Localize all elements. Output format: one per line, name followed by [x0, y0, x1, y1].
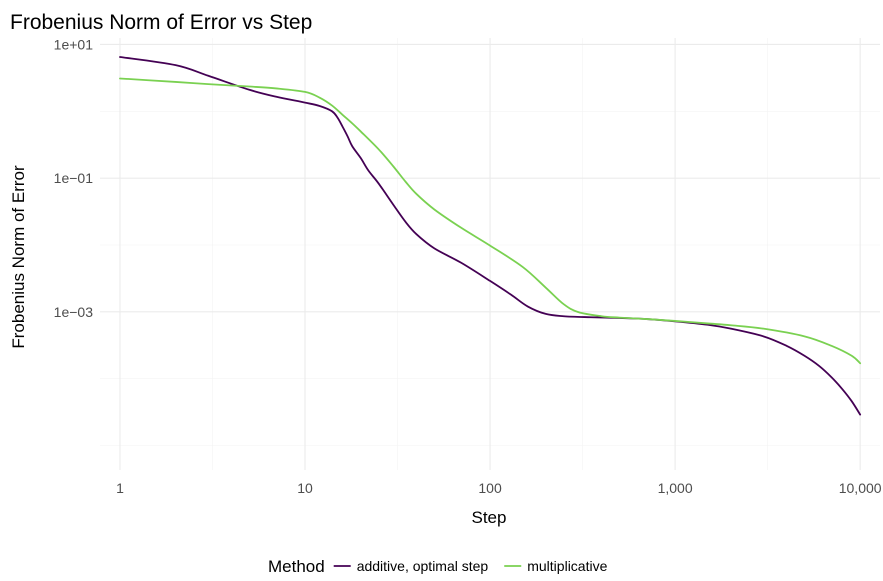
x-axis-title: Step: [472, 508, 507, 527]
x-tick-label: 1,000: [658, 480, 693, 496]
grid-lines: [100, 38, 880, 470]
x-tick-labels: 1 10 100 1,000 10,000: [116, 480, 882, 496]
y-tick-label: 1e−01: [54, 170, 94, 186]
y-tick-label: 1e+01: [54, 36, 94, 52]
series-line-multiplicative: [119, 77, 862, 365]
legend-label-multiplicative: multiplicative: [527, 558, 607, 574]
y-tick-labels: 1e+01 1e−01 1e−03: [54, 36, 94, 319]
y-axis-title: Frobenius Norm of Error: [9, 165, 28, 349]
x-tick-label: 1: [116, 480, 124, 496]
series-layer: [119, 56, 862, 416]
x-tick-label: 10,000: [839, 480, 882, 496]
x-tick-label: 100: [478, 480, 502, 496]
legend-title: Method: [268, 557, 325, 576]
series-line-additive: [119, 56, 862, 416]
legend-label-additive: additive, optimal step: [357, 558, 489, 574]
legend: Method additive, optimal step multiplicat…: [268, 557, 608, 576]
x-tick-label: 10: [297, 480, 313, 496]
chart-title: Frobenius Norm of Error vs Step: [10, 11, 312, 34]
y-tick-label: 1e−03: [54, 304, 94, 320]
